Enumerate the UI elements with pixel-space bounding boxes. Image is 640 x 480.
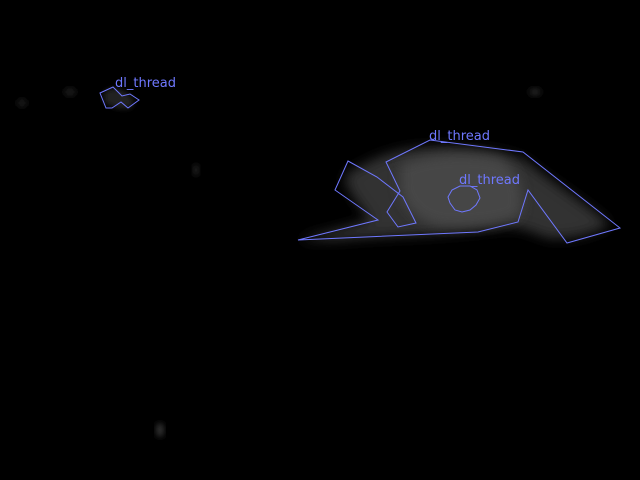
- thread-blob-core: [400, 154, 522, 227]
- annotation-label-2: dl_thread: [429, 129, 490, 144]
- annotation-outline-large: [297, 139, 622, 244]
- speck-2: [193, 164, 199, 176]
- annotation-label-1: dl_thread: [115, 76, 176, 91]
- thread-blob-small: [104, 88, 134, 109]
- speck-4: [64, 88, 76, 96]
- annotation-layer: dl_thread dl_thread dl_thread: [99, 76, 622, 244]
- annotation-label-3: dl_thread: [459, 173, 520, 188]
- speck-1: [156, 423, 164, 437]
- annotation-outline-inner: [447, 185, 481, 213]
- annotation-outline-small: [99, 86, 140, 109]
- blob-layer: [17, 88, 610, 437]
- speck-5: [17, 99, 27, 107]
- speck-3: [529, 88, 541, 96]
